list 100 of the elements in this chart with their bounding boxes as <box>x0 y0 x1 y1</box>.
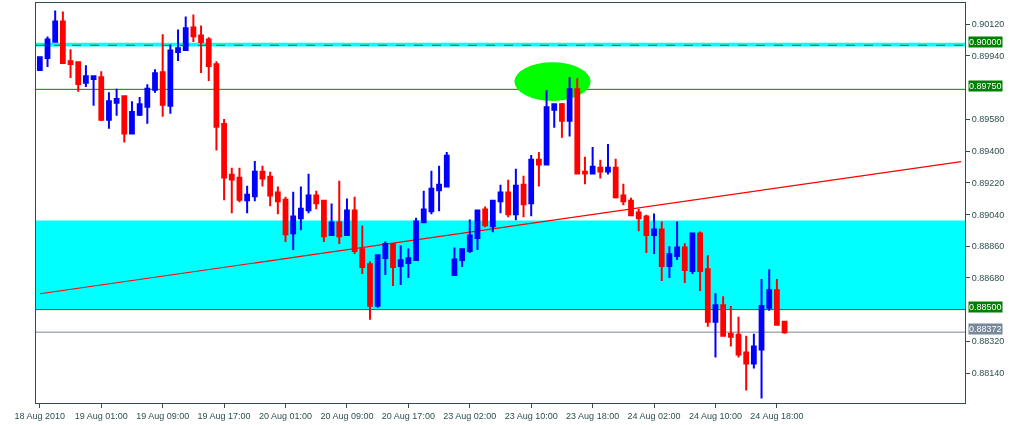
x-tick-label: 20 Aug 09:00 <box>320 410 374 421</box>
candlestick <box>367 260 373 321</box>
candlestick <box>758 277 765 400</box>
candlestick <box>466 218 473 255</box>
candlestick <box>766 268 773 312</box>
candlestick <box>727 305 734 348</box>
x-tick-label: 19 Aug 17:00 <box>197 410 251 421</box>
candlestick <box>205 36 212 82</box>
candlestick <box>182 15 189 52</box>
candlestick <box>582 155 588 186</box>
candlestick <box>75 61 82 93</box>
candlestick <box>512 167 519 222</box>
candlestick <box>589 145 596 175</box>
candlestick <box>313 189 320 211</box>
candlestick <box>597 158 604 180</box>
candlestick <box>743 334 750 392</box>
candlestick <box>244 184 251 215</box>
candlestick <box>298 185 304 232</box>
candlestick <box>697 230 703 292</box>
candlestick <box>536 150 542 188</box>
candlestick <box>574 77 581 176</box>
candlestick <box>489 199 496 234</box>
candlestick <box>674 220 680 262</box>
candlestick <box>44 35 51 68</box>
x-tick-label: 19 Aug 09:00 <box>136 410 190 421</box>
candlestick <box>305 172 312 215</box>
y-tick-label: 0.89220 <box>971 177 1005 188</box>
candlestick <box>274 185 281 216</box>
y-tick-label: 0.89400 <box>971 146 1005 157</box>
x-tick-label: 20 Aug 01:00 <box>258 410 313 421</box>
candlestick <box>735 315 742 359</box>
x-tick-label: 19 Aug 01:00 <box>74 410 128 421</box>
candlestick <box>236 166 243 204</box>
candlestick <box>198 24 204 74</box>
candlestick <box>344 197 350 237</box>
candlestick <box>90 75 97 107</box>
ref-line-label: 0.90000 <box>969 37 1002 47</box>
candlestick <box>98 70 105 123</box>
candlestick <box>336 179 343 246</box>
candlestick <box>59 10 66 64</box>
candlestick <box>605 142 611 176</box>
candlestick <box>390 243 396 287</box>
candlestick <box>681 242 688 284</box>
y-tick-label: 0.89940 <box>971 51 1005 62</box>
candlestick <box>520 174 527 219</box>
candlestick <box>267 170 274 208</box>
candlestick <box>213 60 220 152</box>
candlestick <box>221 117 227 202</box>
candlestick <box>528 153 535 218</box>
y-tick-label: 0.90120 <box>971 19 1005 30</box>
candlestick <box>720 295 727 337</box>
y-tick-label: 0.89040 <box>971 209 1005 220</box>
candlestick <box>497 183 504 215</box>
candlestick <box>443 150 450 189</box>
candlestick <box>83 64 89 88</box>
candlestick <box>413 216 419 262</box>
candlestick <box>635 207 642 233</box>
candlestick <box>566 76 573 138</box>
candlestick <box>52 9 59 44</box>
candlestick <box>190 13 197 44</box>
candlestick <box>651 212 657 256</box>
candlestick <box>505 178 512 219</box>
y-tick-label: 0.89580 <box>971 114 1005 125</box>
y-tick-label: 0.88320 <box>971 336 1005 347</box>
candlestick <box>113 87 120 117</box>
candlestick <box>482 205 489 229</box>
ref-line-label: 0.89750 <box>969 81 1002 91</box>
candlestick <box>658 220 665 282</box>
candlestick <box>106 91 112 130</box>
x-tick-label: 18 Aug 2010 <box>14 410 66 421</box>
candlestick <box>175 28 181 62</box>
candlestick <box>152 68 158 94</box>
candlestick <box>774 277 780 327</box>
candlestick <box>328 202 335 237</box>
ref-line-label: 0.88372 <box>969 324 1002 334</box>
candlestick <box>643 213 650 255</box>
candlestick <box>704 254 711 328</box>
candlestick <box>551 103 558 129</box>
candlestick <box>36 56 43 71</box>
candlestick <box>129 100 135 135</box>
candlestick <box>750 332 757 370</box>
candlestick <box>712 292 719 359</box>
candlestick <box>259 164 266 188</box>
y-tick-label: 0.88680 <box>971 273 1005 284</box>
candlestick <box>666 245 673 279</box>
candlestick <box>436 164 442 213</box>
candlestick <box>628 196 634 217</box>
candlestick <box>321 199 327 244</box>
candlestick <box>559 102 565 139</box>
x-tick-label: 24 Aug 10:00 <box>688 410 743 421</box>
y-tick-label: 0.88140 <box>971 368 1005 379</box>
candlestick <box>121 95 128 144</box>
x-tick-label: 23 Aug 18:00 <box>566 410 620 421</box>
candlestick <box>167 43 174 115</box>
y-tick-label: 0.88860 <box>971 241 1005 252</box>
candlestick <box>459 247 465 268</box>
candlestick <box>543 89 550 166</box>
candlestick <box>290 190 297 252</box>
candlestick <box>428 169 435 216</box>
ref-line-label: 0.88500 <box>969 302 1002 312</box>
